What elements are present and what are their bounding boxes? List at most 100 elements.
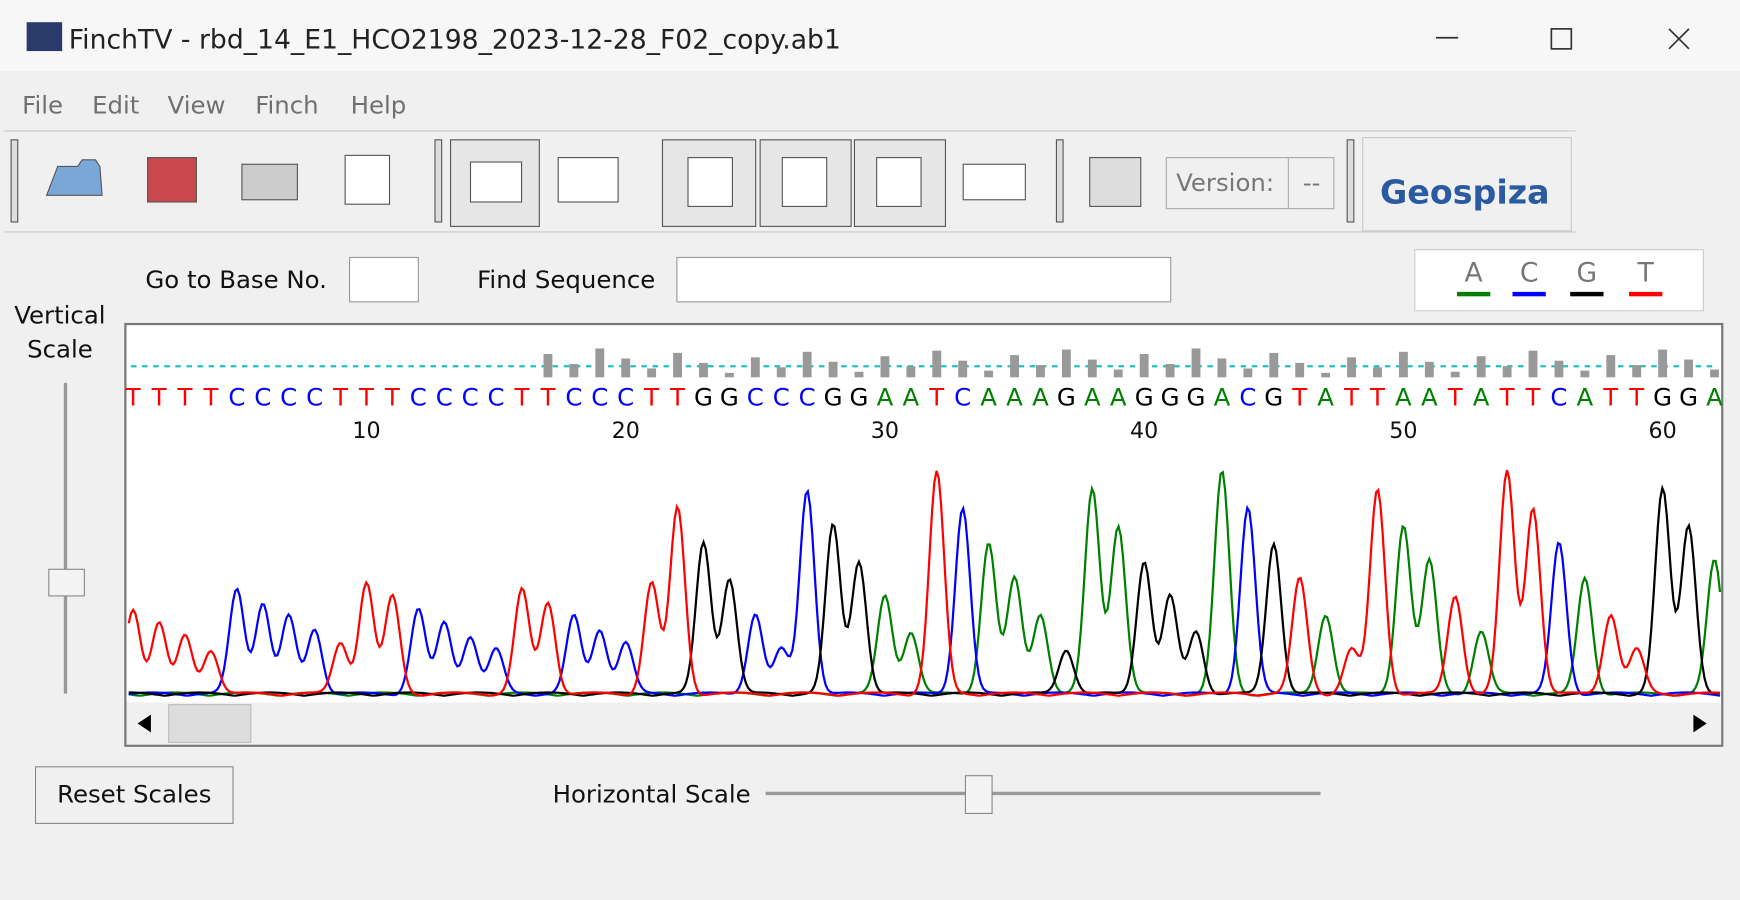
base-call: C xyxy=(954,382,971,411)
base-call: T xyxy=(1343,382,1359,411)
legend-swatch xyxy=(1512,291,1546,297)
legend-swatch xyxy=(1457,291,1491,297)
trace-icon xyxy=(469,161,523,203)
quality-bar xyxy=(802,351,812,378)
base-call: G xyxy=(850,382,869,411)
quality-bar xyxy=(1165,363,1175,378)
base-call: T xyxy=(151,382,167,411)
window-title: FinchTV - rbd_14_E1_HCO2198_2023-12-28_F… xyxy=(69,25,841,56)
base-call: C xyxy=(228,382,245,411)
quality-bar xyxy=(1658,349,1668,378)
base-call: A xyxy=(903,382,920,411)
position-label: 40 xyxy=(1130,418,1158,444)
quality-bar xyxy=(1632,365,1642,378)
base-call: A xyxy=(980,382,997,411)
base-call: G xyxy=(720,382,739,411)
quality-bar xyxy=(1373,367,1382,378)
base-call: C xyxy=(306,382,323,411)
quality-bar xyxy=(1036,365,1045,378)
scroll-left[interactable] xyxy=(137,714,151,733)
base-call: A xyxy=(1214,382,1231,411)
reset-button[interactable] xyxy=(34,766,234,824)
base-call: A xyxy=(1421,382,1438,411)
vscale-label: Vertical xyxy=(14,300,105,329)
quality-bar xyxy=(750,357,760,378)
position-label: 20 xyxy=(612,418,640,444)
info-icon[interactable] xyxy=(344,154,391,205)
hscale-thumb[interactable] xyxy=(964,775,993,814)
base-call: T xyxy=(669,382,685,411)
base-call: C xyxy=(280,382,297,411)
quality-bar xyxy=(906,366,916,378)
multi-trace-icon[interactable] xyxy=(557,157,619,203)
print-icon[interactable] xyxy=(241,163,298,201)
position-label: 10 xyxy=(352,418,380,444)
quality-bar xyxy=(647,368,657,378)
scroll-icon[interactable] xyxy=(962,163,1026,201)
base-call: T xyxy=(358,382,374,411)
base-call: C xyxy=(1550,382,1567,411)
quality-bar xyxy=(543,354,553,378)
quality-bar xyxy=(984,370,994,378)
base-call: T xyxy=(332,382,348,411)
grip xyxy=(1055,139,1064,223)
vscale-thumb[interactable] xyxy=(48,568,85,597)
scroll-right[interactable] xyxy=(1693,714,1707,733)
trace-c xyxy=(128,488,1721,697)
legend-swatch xyxy=(1570,291,1604,297)
base-call: A xyxy=(1395,382,1412,411)
quality-bar xyxy=(854,371,864,378)
base-call: T xyxy=(539,382,555,411)
hscale-label: Horizontal Scale xyxy=(553,780,751,809)
scroll-thumb[interactable] xyxy=(168,704,252,743)
quality-bar xyxy=(1554,360,1564,378)
brand: Geospiza xyxy=(1380,173,1550,212)
find-label: Find Sequence xyxy=(477,265,655,294)
reset-label: Reset Scales xyxy=(57,780,211,809)
quality-bar xyxy=(724,372,734,378)
quality-bar xyxy=(1502,366,1512,378)
find-input[interactable] xyxy=(676,256,1172,303)
base-call: T xyxy=(1447,382,1463,411)
menu-item[interactable]: Finch xyxy=(255,91,318,120)
base-call: T xyxy=(1369,382,1385,411)
quality-bar xyxy=(828,361,838,378)
base-call: A xyxy=(1706,382,1723,411)
base-call: T xyxy=(1602,382,1618,411)
quality-bar xyxy=(569,363,579,378)
goto-input[interactable] xyxy=(348,256,419,303)
base-call: T xyxy=(1628,382,1644,411)
position-label: 60 xyxy=(1649,418,1677,444)
menu-item[interactable]: Help xyxy=(351,91,407,120)
trace-g xyxy=(128,484,1721,697)
quality-bar xyxy=(1061,349,1071,378)
base-call: T xyxy=(1525,382,1541,411)
base-call: A xyxy=(1006,382,1023,411)
edit-icon[interactable] xyxy=(1089,157,1142,207)
base-call: C xyxy=(1239,382,1256,411)
base-call: C xyxy=(773,382,790,411)
menu-item[interactable]: Edit xyxy=(92,91,139,120)
maximize[interactable] xyxy=(1550,28,1573,50)
goto-label: Go to Base No. xyxy=(145,265,327,294)
base-call: A xyxy=(1084,382,1101,411)
legend-swatch xyxy=(1629,291,1663,297)
legend-base: C xyxy=(1520,258,1539,289)
quality-bar xyxy=(1580,370,1590,378)
open-icon[interactable] xyxy=(45,159,103,196)
quality-bar xyxy=(621,358,631,378)
quality-bar xyxy=(673,352,682,378)
close[interactable] xyxy=(1668,28,1690,50)
menu-item[interactable]: View xyxy=(168,91,226,120)
quality-bar xyxy=(1528,350,1538,378)
quality-bar xyxy=(776,367,786,378)
base-call: C xyxy=(410,382,427,411)
base-call: G xyxy=(1057,382,1076,411)
menu-item[interactable]: File xyxy=(22,91,63,120)
base-call: T xyxy=(514,382,530,411)
quality-bar xyxy=(1321,372,1331,378)
save-icon[interactable] xyxy=(147,157,197,203)
quality-bar xyxy=(1684,359,1693,378)
